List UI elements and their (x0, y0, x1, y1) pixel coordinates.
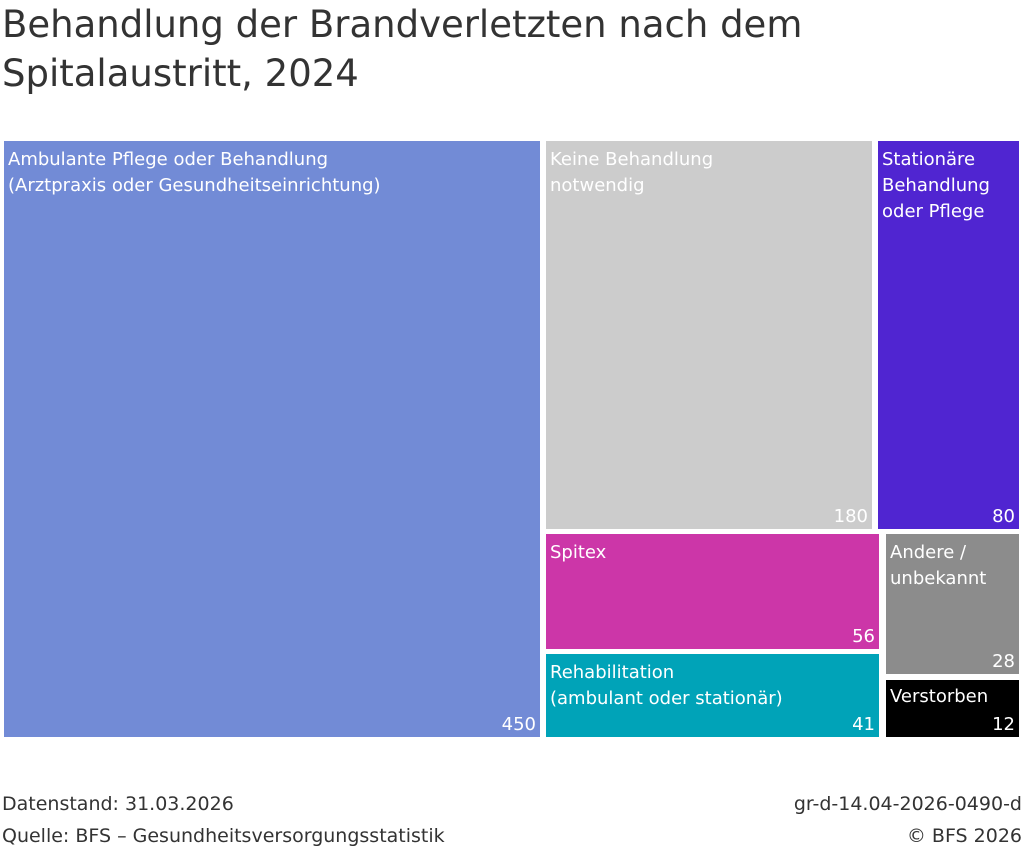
tile-label: Verstorben (890, 686, 989, 707)
tile-label: Keine Behandlung notwendig (550, 149, 714, 196)
tile-value: 41 (852, 714, 875, 735)
tile-value: 80 (992, 506, 1015, 527)
treemap-tile: Andere / unbekannt 28 (886, 534, 1019, 674)
tile-label: Spitex (550, 542, 607, 563)
treemap-tile: Keine Behandlung notwendig 180 (546, 141, 872, 529)
tile-label: Ambulante Pflege oder Behandlung (Arztpr… (8, 149, 381, 196)
treemap-tile: Verstorben 12 (886, 680, 1019, 737)
tile-value: 28 (992, 651, 1015, 672)
tile-value: 450 (501, 714, 536, 735)
tile-label: Stationäre Behandlung oder Pflege (882, 149, 990, 222)
tile-value: 12 (992, 714, 1015, 735)
copyright: © BFS 2026 (906, 825, 1022, 847)
graphic-code: gr-d-14.04-2026-0490-d (793, 793, 1022, 815)
treemap-tile: Spitex 56 (546, 534, 879, 649)
chart-title: Behandlung der Brandverletzten nach dem … (2, 3, 803, 95)
tile-value: 56 (852, 626, 875, 647)
source: Quelle: BFS – Gesundheitsversorgungsstat… (2, 825, 445, 847)
tile-label: Rehabilitation (ambulant oder stationär) (550, 662, 783, 709)
treemap-tile: Stationäre Behandlung oder Pflege 80 (878, 141, 1019, 529)
data-date: Datenstand: 31.03.2026 (2, 793, 234, 815)
tile-label: Andere / unbekannt (890, 542, 987, 589)
treemap-tile: Rehabilitation (ambulant oder stationär)… (546, 654, 879, 737)
tile-value: 180 (833, 506, 868, 527)
treemap-tile: Ambulante Pflege oder Behandlung (Arztpr… (4, 141, 540, 737)
